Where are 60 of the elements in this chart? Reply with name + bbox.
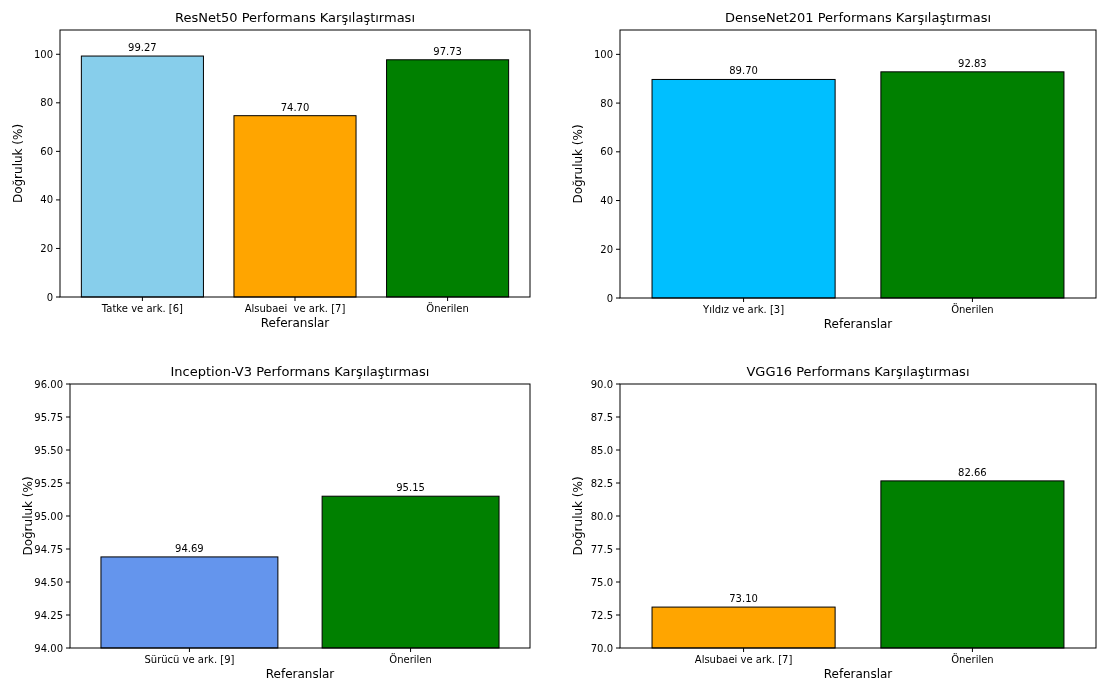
y-tick-label: 96.00: [34, 378, 63, 390]
x-axis-title: Referanslar: [823, 667, 893, 681]
y-axis-title: Doğruluk (%): [11, 123, 25, 204]
y-tick-label: 72.5: [590, 609, 613, 621]
data-label: 97.73: [433, 45, 462, 57]
y-tick-label: 40: [40, 194, 53, 206]
x-axis-title: Referanslar: [265, 667, 335, 681]
chart-title: ResNet50 Performans Karşılaştırması: [174, 10, 416, 25]
y-tick-label: 94.25: [34, 609, 63, 621]
x-tick-label: Sürücü ve ark. [9]: [144, 654, 235, 665]
y-tick-label: 94.00: [34, 642, 63, 654]
chart-title: DenseNet201 Performans Karşılaştırması: [724, 10, 992, 25]
data-label: 74.70: [280, 101, 310, 113]
y-tick-label: 95.50: [34, 444, 63, 456]
y-tick-label: 100: [33, 48, 53, 60]
y-axis-title: Doğruluk (%): [571, 476, 585, 556]
y-axis-title: Doğruluk (%): [571, 124, 585, 204]
y-axis-title: Doğruluk (%): [21, 476, 35, 556]
data-label: 89.70: [729, 65, 758, 77]
y-tick-label: 100: [593, 48, 613, 60]
x-tick-label: Önerilen: [951, 653, 994, 665]
x-axis-title: Referanslar: [260, 316, 330, 330]
y-tick-label: 75.0: [590, 576, 613, 588]
chart-title: VGG16 Performans Karşılaştırması: [746, 364, 970, 379]
y-tick-label: 20: [600, 243, 613, 255]
y-tick-label: 94.50: [34, 576, 63, 588]
y-tick-label: 95.00: [34, 510, 63, 522]
y-tick-label: 80: [600, 97, 613, 109]
y-tick-label: 40: [600, 195, 613, 207]
x-tick-label: Önerilen: [389, 653, 432, 665]
data-label: 73.10: [729, 593, 758, 605]
y-tick-label: 87.5: [590, 411, 613, 423]
y-tick-label: 0: [606, 292, 613, 304]
y-tick-label: 95.75: [34, 411, 63, 423]
x-tick-label: Yıldız ve ark. [3]: [702, 304, 785, 315]
y-tick-label: 90.0: [590, 378, 613, 390]
y-tick-label: 20: [40, 242, 53, 254]
y-tick-label: 77.5: [590, 543, 613, 555]
y-tick-label: 94.75: [34, 543, 63, 555]
x-axis-title: Referanslar: [823, 317, 893, 331]
data-label: 82.66: [958, 466, 987, 478]
y-tick-label: 0: [46, 291, 53, 303]
y-tick-label: 85.0: [590, 444, 613, 456]
data-label: 92.83: [958, 57, 987, 69]
x-tick-label: Alsubaei ve ark. [7]: [694, 654, 793, 665]
x-tick-label: Önerilen: [426, 302, 469, 314]
x-tick-label: Alsubaei ve ark. [7]: [244, 303, 346, 314]
y-tick-label: 70.0: [590, 642, 613, 654]
y-tick-label: 82.5: [590, 477, 613, 489]
data-label: 94.69: [175, 542, 204, 554]
x-tick-label: Tatke ve ark. [6]: [100, 303, 184, 314]
chart-title: Inception-V3 Performans Karşılaştırması: [170, 364, 430, 379]
y-tick-label: 95.25: [34, 477, 63, 489]
data-label: 95.15: [396, 482, 425, 494]
y-tick-label: 80: [40, 97, 53, 109]
data-label: 99.27: [128, 42, 157, 54]
y-tick-label: 80.0: [590, 510, 613, 522]
x-tick-label: Önerilen: [951, 303, 994, 315]
y-tick-label: 60: [600, 146, 613, 158]
y-tick-label: 60: [40, 145, 53, 157]
